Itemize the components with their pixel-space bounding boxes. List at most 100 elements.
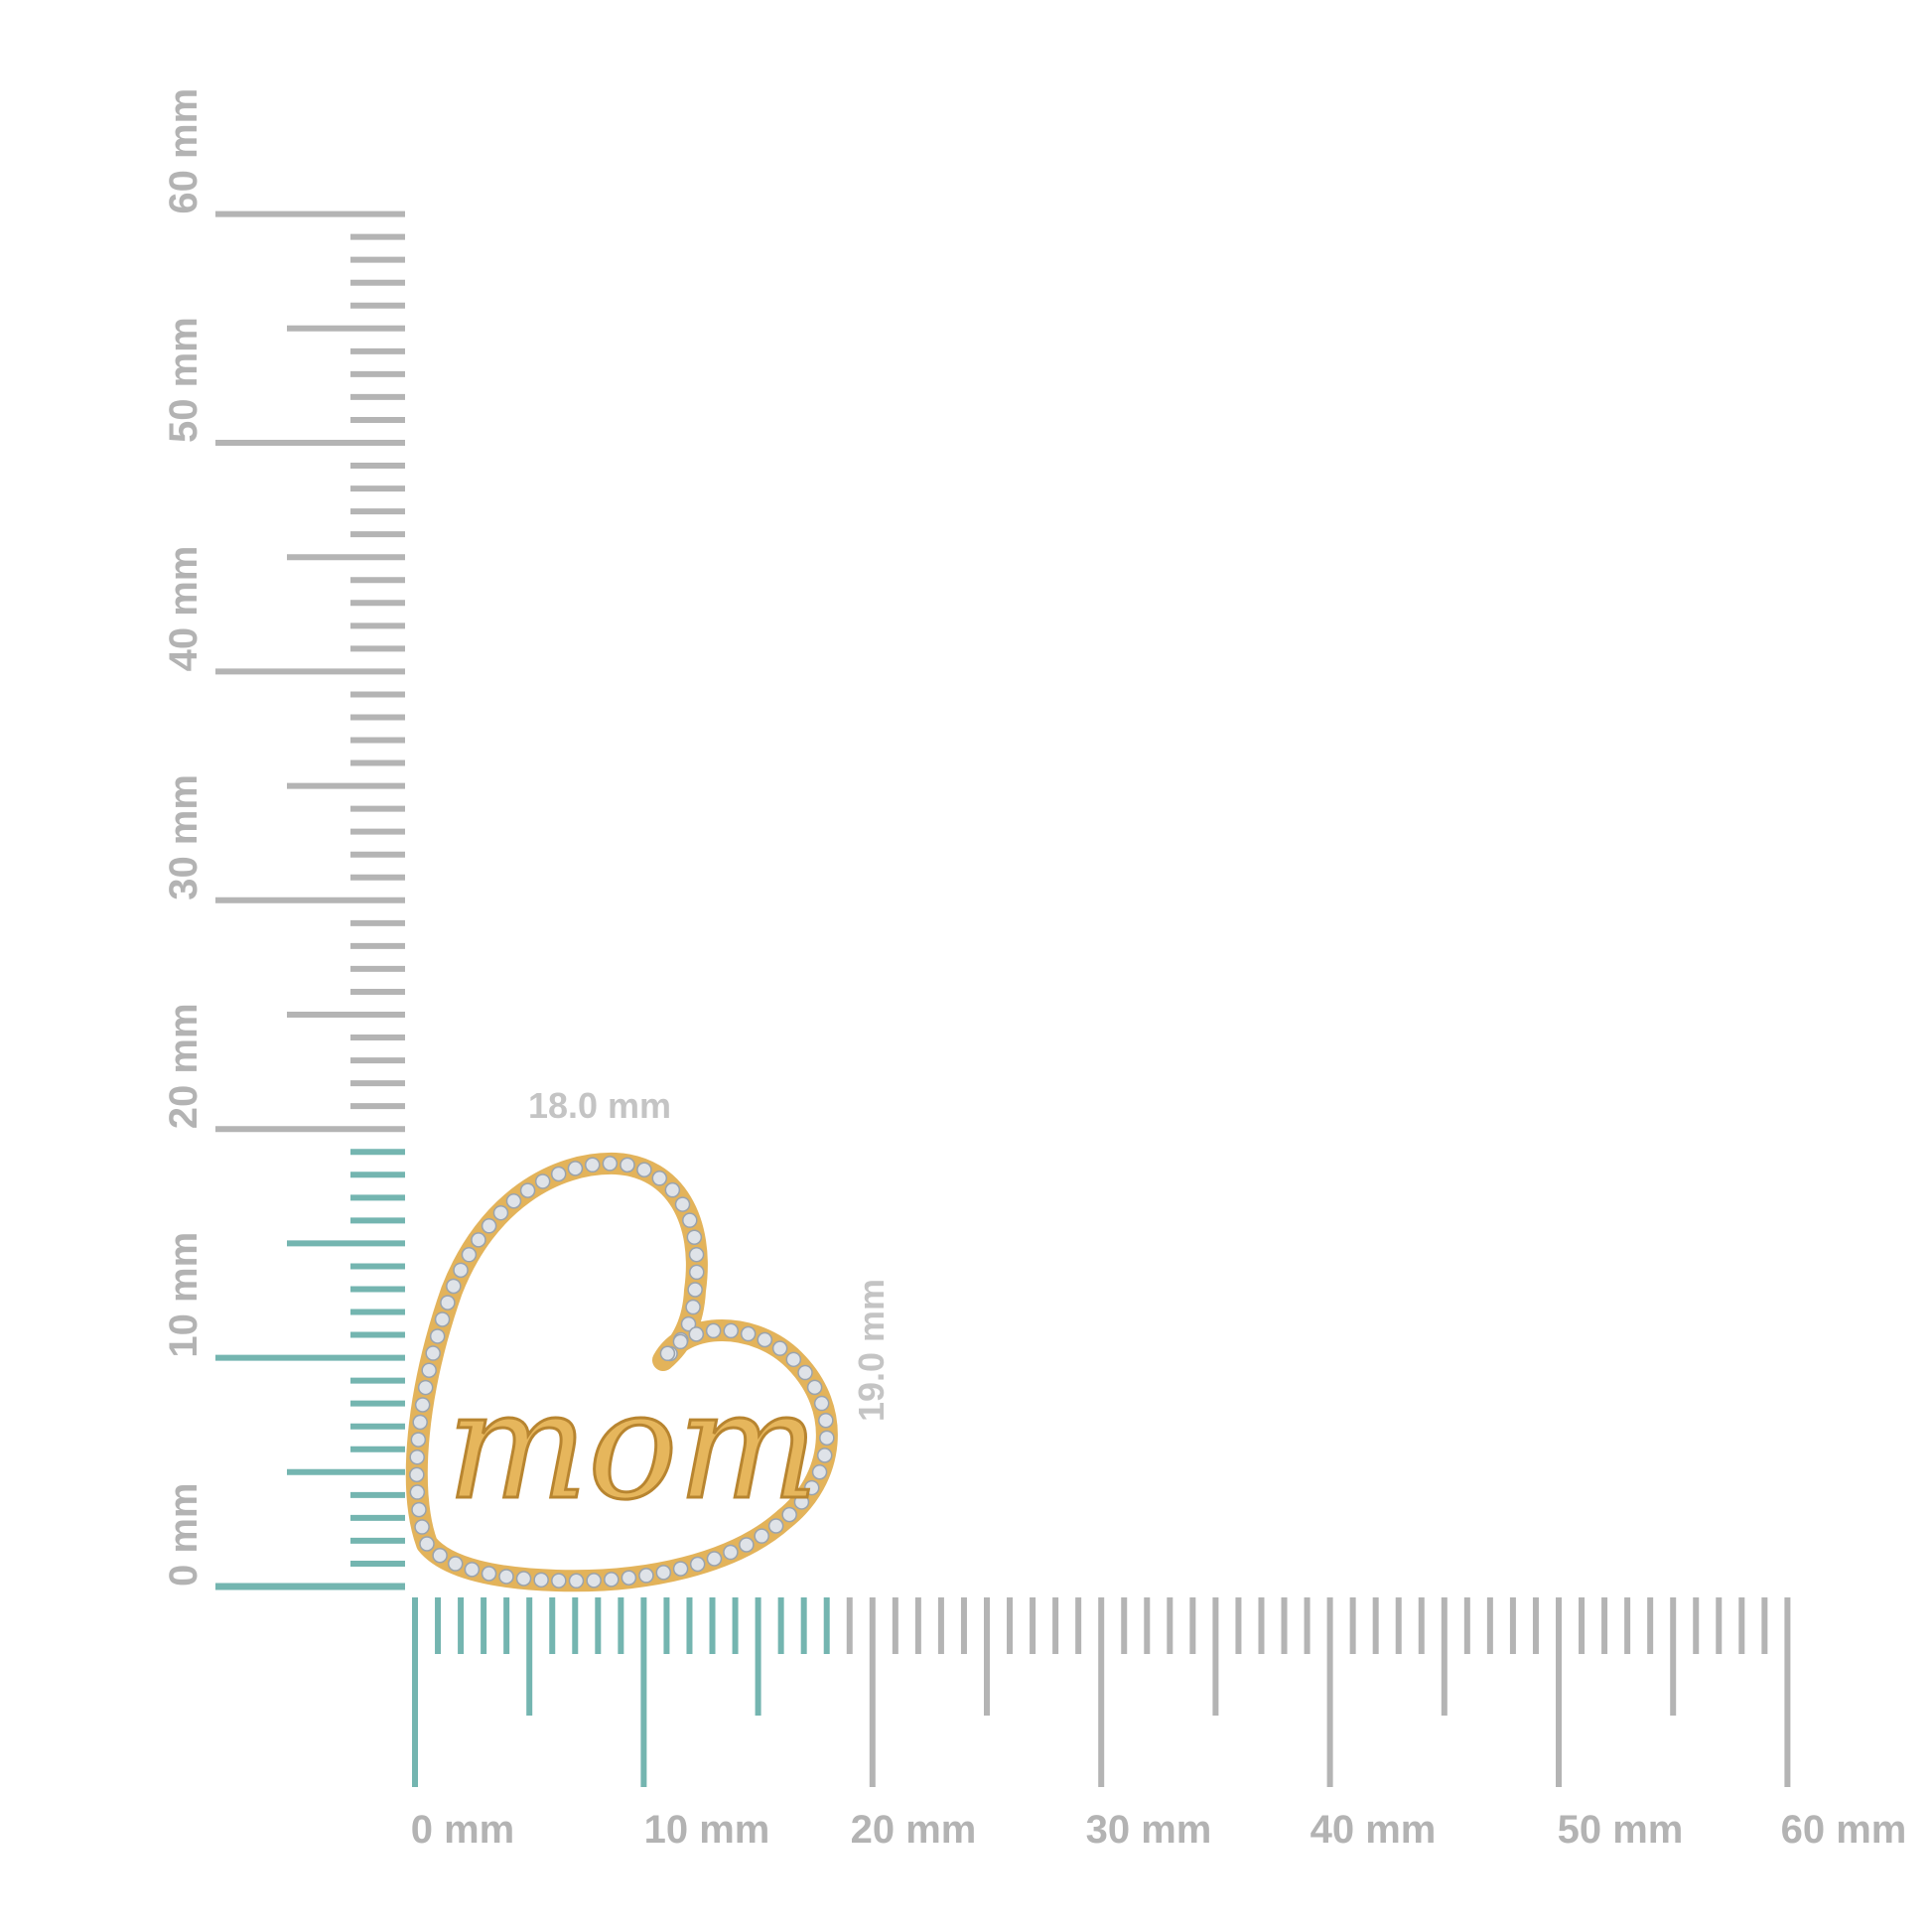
- stone: [604, 1572, 620, 1587]
- stone: [505, 1192, 522, 1209]
- pave-stones: [409, 1156, 835, 1589]
- stone: [797, 1364, 813, 1381]
- vertical-ruler-label: 20 mm: [162, 1003, 206, 1129]
- stone: [659, 1345, 676, 1362]
- vertical-ruler: [215, 210, 405, 1590]
- stone: [689, 1556, 706, 1573]
- stone: [811, 1464, 828, 1480]
- stone: [655, 1565, 672, 1581]
- vertical-ruler-label: 50 mm: [162, 317, 206, 443]
- stone: [515, 1571, 532, 1587]
- stone: [816, 1448, 833, 1463]
- stone: [781, 1506, 797, 1523]
- stone: [453, 1262, 469, 1279]
- stone: [440, 1295, 456, 1311]
- stone: [793, 1494, 810, 1510]
- stone: [723, 1544, 739, 1561]
- stone: [819, 1430, 835, 1447]
- stone: [434, 1311, 451, 1327]
- stone: [806, 1379, 823, 1396]
- stone: [432, 1548, 448, 1564]
- vertical-ruler-label: 30 mm: [162, 774, 206, 900]
- stone: [688, 1326, 705, 1342]
- heart-pendant: mom: [405, 1152, 838, 1592]
- stone: [672, 1333, 689, 1350]
- mom-lettering: mom: [447, 1360, 819, 1533]
- stone: [682, 1212, 698, 1228]
- stone: [414, 1519, 430, 1535]
- stone: [519, 1182, 536, 1198]
- stone: [481, 1218, 497, 1234]
- vertical-ruler-label: 60 mm: [162, 88, 206, 214]
- stone: [739, 1537, 755, 1553]
- stone: [425, 1345, 441, 1361]
- stone: [568, 1573, 585, 1589]
- stone: [664, 1181, 681, 1198]
- horizontal-ruler-label: 30 mm: [1086, 1808, 1212, 1852]
- stone: [414, 1397, 431, 1413]
- stone: [757, 1331, 773, 1348]
- horizontal-ruler-label: 60 mm: [1781, 1808, 1907, 1852]
- stone: [429, 1328, 446, 1344]
- stone: [550, 1166, 567, 1182]
- stone: [481, 1566, 497, 1582]
- stone: [409, 1449, 425, 1465]
- stone: [621, 1570, 637, 1586]
- stone: [492, 1204, 509, 1221]
- stone: [674, 1196, 691, 1212]
- vertical-ruler-label: 40 mm: [162, 546, 206, 672]
- stone: [464, 1562, 481, 1578]
- stone: [813, 1395, 830, 1412]
- stone: [767, 1518, 784, 1534]
- stone: [680, 1315, 697, 1332]
- vertical-ruler-label: 10 mm: [162, 1232, 206, 1358]
- stone: [818, 1412, 834, 1429]
- stone: [740, 1325, 757, 1342]
- horizontal-ruler: [412, 1597, 1791, 1787]
- stone: [687, 1282, 703, 1298]
- stone: [409, 1484, 426, 1500]
- horizontal-ruler-labels: 0 mm 10 mm 20 mm 30 mm 40 mm 50 mm 60 mm: [411, 1808, 1907, 1852]
- stone: [534, 1173, 551, 1189]
- stone: [409, 1466, 425, 1483]
- stone: [498, 1569, 514, 1585]
- stone: [567, 1161, 584, 1176]
- stone: [447, 1556, 464, 1572]
- stone: [754, 1528, 769, 1544]
- stone: [705, 1322, 722, 1339]
- stone: [419, 1536, 435, 1552]
- stone: [686, 1229, 703, 1245]
- stone: [551, 1573, 567, 1588]
- stone: [785, 1351, 802, 1368]
- stone: [533, 1572, 549, 1588]
- stone: [651, 1171, 668, 1186]
- height-dimension-label: 19.0 mm: [851, 1279, 892, 1422]
- horizontal-ruler-label: 40 mm: [1311, 1808, 1437, 1852]
- stone: [685, 1299, 701, 1315]
- stone: [688, 1264, 705, 1281]
- horizontal-ruler-label: 50 mm: [1558, 1808, 1684, 1852]
- stone: [602, 1156, 619, 1172]
- stone: [620, 1157, 635, 1173]
- stone: [723, 1322, 740, 1339]
- stone: [706, 1551, 723, 1567]
- stone: [584, 1157, 601, 1173]
- stone: [411, 1501, 427, 1518]
- stone: [461, 1247, 478, 1263]
- stone: [638, 1568, 654, 1584]
- stone: [471, 1232, 486, 1248]
- stone: [672, 1561, 689, 1577]
- stone: [688, 1247, 705, 1263]
- stone: [636, 1162, 652, 1177]
- stone: [771, 1340, 788, 1356]
- vertical-ruler-labels: 0 mm 10 mm 20 mm 30 mm 40 mm 50 mm 60 mm: [162, 88, 206, 1587]
- stone: [446, 1278, 462, 1295]
- stone: [417, 1379, 434, 1396]
- horizontal-ruler-label: 10 mm: [644, 1808, 770, 1852]
- vertical-ruler-label: 0 mm: [162, 1483, 206, 1587]
- horizontal-ruler-label: 0 mm: [411, 1808, 515, 1852]
- width-dimension-label: 18.0 mm: [528, 1085, 671, 1126]
- stone: [586, 1573, 602, 1588]
- stone: [412, 1414, 428, 1431]
